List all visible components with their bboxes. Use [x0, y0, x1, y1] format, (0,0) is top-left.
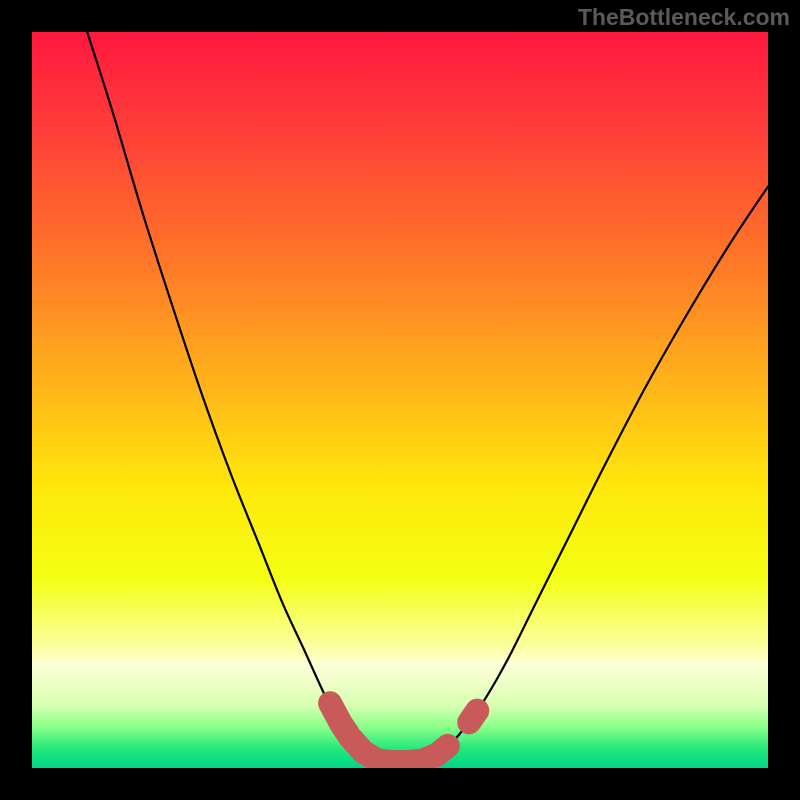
- highlight-right-segment: [469, 711, 477, 723]
- watermark-text: TheBottleneck.com: [578, 4, 790, 31]
- gradient-background: [32, 32, 768, 768]
- plot-area: [32, 32, 768, 768]
- plot-svg: [32, 32, 768, 768]
- chart-frame: TheBottleneck.com: [0, 0, 800, 800]
